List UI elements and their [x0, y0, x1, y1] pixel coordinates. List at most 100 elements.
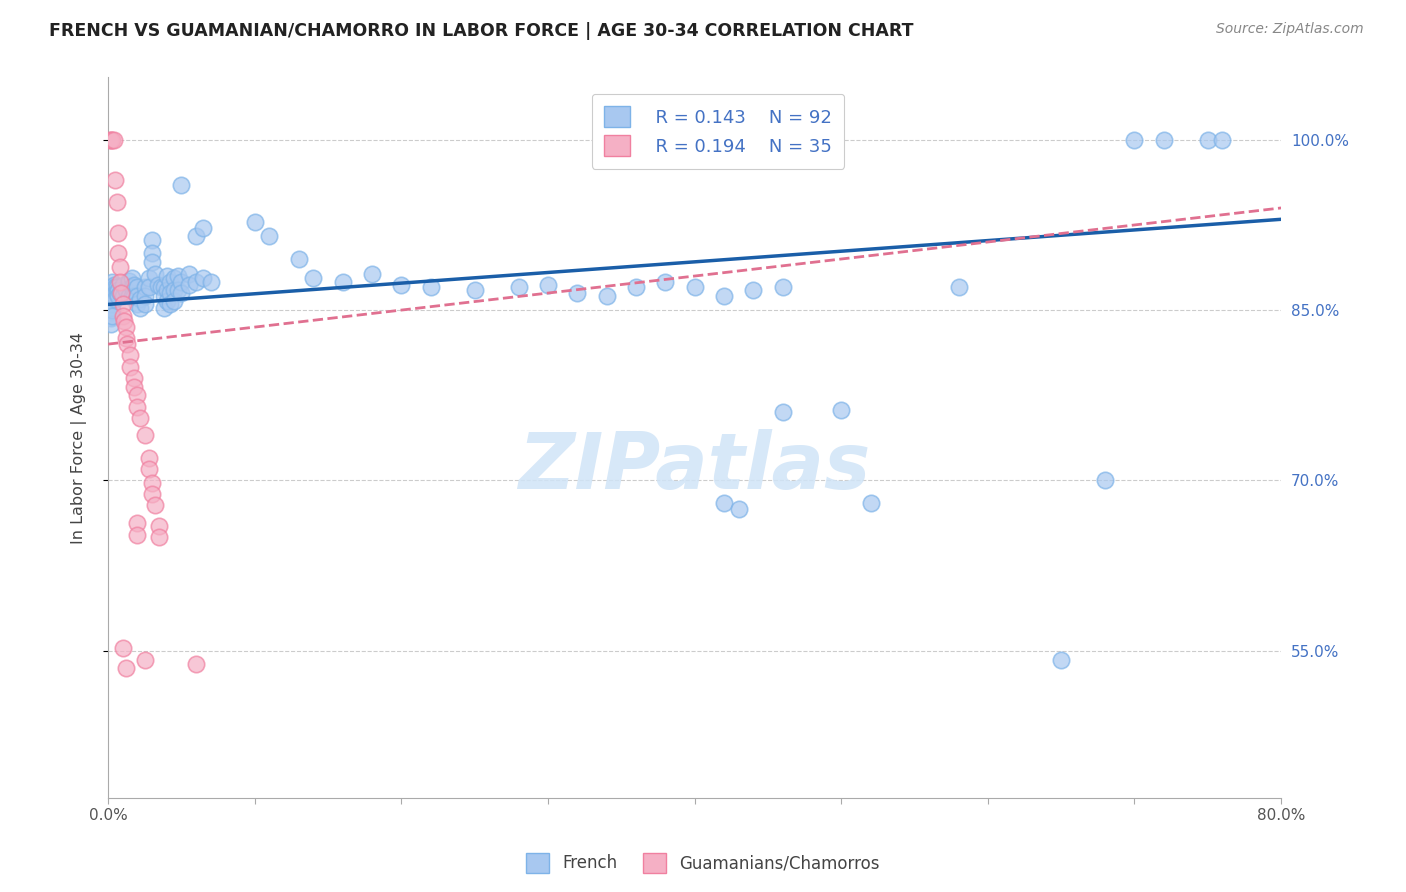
Point: [114, 660, 136, 674]
Point: [127, 388, 149, 402]
Point: [193, 271, 215, 285]
Point: [107, 283, 129, 297]
Point: [624, 133, 647, 147]
Point: [1153, 133, 1175, 147]
Point: [107, 246, 129, 260]
Point: [111, 278, 134, 293]
Point: [595, 133, 617, 147]
Point: [104, 280, 127, 294]
Point: [117, 274, 139, 288]
Point: [104, 292, 127, 306]
Point: [100, 289, 122, 303]
Point: [1094, 473, 1116, 487]
Point: [114, 331, 136, 345]
Point: [108, 286, 131, 301]
Point: [170, 286, 193, 301]
Point: [103, 133, 125, 147]
Point: [110, 286, 132, 301]
Point: [138, 280, 160, 294]
Point: [163, 283, 186, 297]
Point: [101, 303, 124, 318]
Point: [114, 320, 136, 334]
Text: ZIPatlas: ZIPatlas: [519, 428, 870, 505]
Point: [167, 268, 190, 283]
Point: [101, 309, 124, 323]
Point: [98, 289, 121, 303]
Point: [107, 289, 129, 303]
Point: [152, 301, 174, 315]
Point: [177, 278, 200, 293]
Point: [124, 278, 146, 293]
Point: [134, 289, 156, 303]
Point: [163, 293, 186, 308]
Point: [595, 289, 617, 303]
Point: [508, 280, 530, 294]
Point: [103, 288, 125, 302]
Point: [143, 267, 166, 281]
Point: [112, 314, 135, 328]
Point: [127, 400, 149, 414]
Legend:   R = 0.143    N = 92,   R = 0.194    N = 35: R = 0.143 N = 92, R = 0.194 N = 35: [592, 94, 845, 169]
Point: [100, 305, 122, 319]
Point: [713, 496, 735, 510]
Point: [243, 214, 266, 228]
Point: [101, 280, 124, 294]
Point: [127, 289, 149, 303]
Point: [104, 286, 127, 301]
Point: [141, 246, 163, 260]
Point: [1211, 133, 1233, 147]
Point: [121, 289, 143, 303]
Point: [141, 475, 163, 490]
Point: [163, 271, 186, 285]
Point: [101, 292, 124, 306]
Point: [120, 359, 142, 374]
Point: [115, 337, 138, 351]
Point: [419, 280, 441, 294]
Point: [105, 280, 128, 294]
Point: [100, 311, 122, 326]
Point: [170, 275, 193, 289]
Point: [124, 380, 146, 394]
Point: [141, 233, 163, 247]
Point: [287, 252, 309, 266]
Point: [127, 280, 149, 294]
Point: [98, 293, 121, 308]
Point: [713, 289, 735, 303]
Point: [108, 260, 131, 274]
Point: [105, 286, 128, 301]
Point: [129, 410, 152, 425]
Point: [152, 289, 174, 303]
Point: [127, 516, 149, 531]
Point: [167, 283, 190, 297]
Point: [159, 275, 181, 289]
Point: [170, 178, 193, 193]
Point: [177, 267, 200, 281]
Point: [184, 657, 207, 672]
Point: [98, 133, 121, 147]
Point: [129, 292, 152, 306]
Point: [100, 317, 122, 331]
Point: [108, 275, 131, 289]
Point: [683, 280, 706, 294]
Point: [104, 172, 127, 186]
Point: [948, 280, 970, 294]
Point: [138, 462, 160, 476]
Point: [141, 487, 163, 501]
Point: [1197, 133, 1219, 147]
Point: [114, 283, 136, 297]
Point: [772, 280, 794, 294]
Point: [184, 229, 207, 244]
Point: [141, 255, 163, 269]
Point: [134, 652, 156, 666]
Point: [134, 297, 156, 311]
Point: [100, 297, 122, 311]
Point: [103, 283, 125, 297]
Point: [464, 283, 486, 297]
Point: [389, 278, 412, 293]
Point: [111, 641, 134, 656]
Point: [103, 278, 125, 293]
Point: [129, 301, 152, 315]
Point: [143, 498, 166, 512]
Point: [727, 501, 749, 516]
Point: [361, 267, 384, 281]
